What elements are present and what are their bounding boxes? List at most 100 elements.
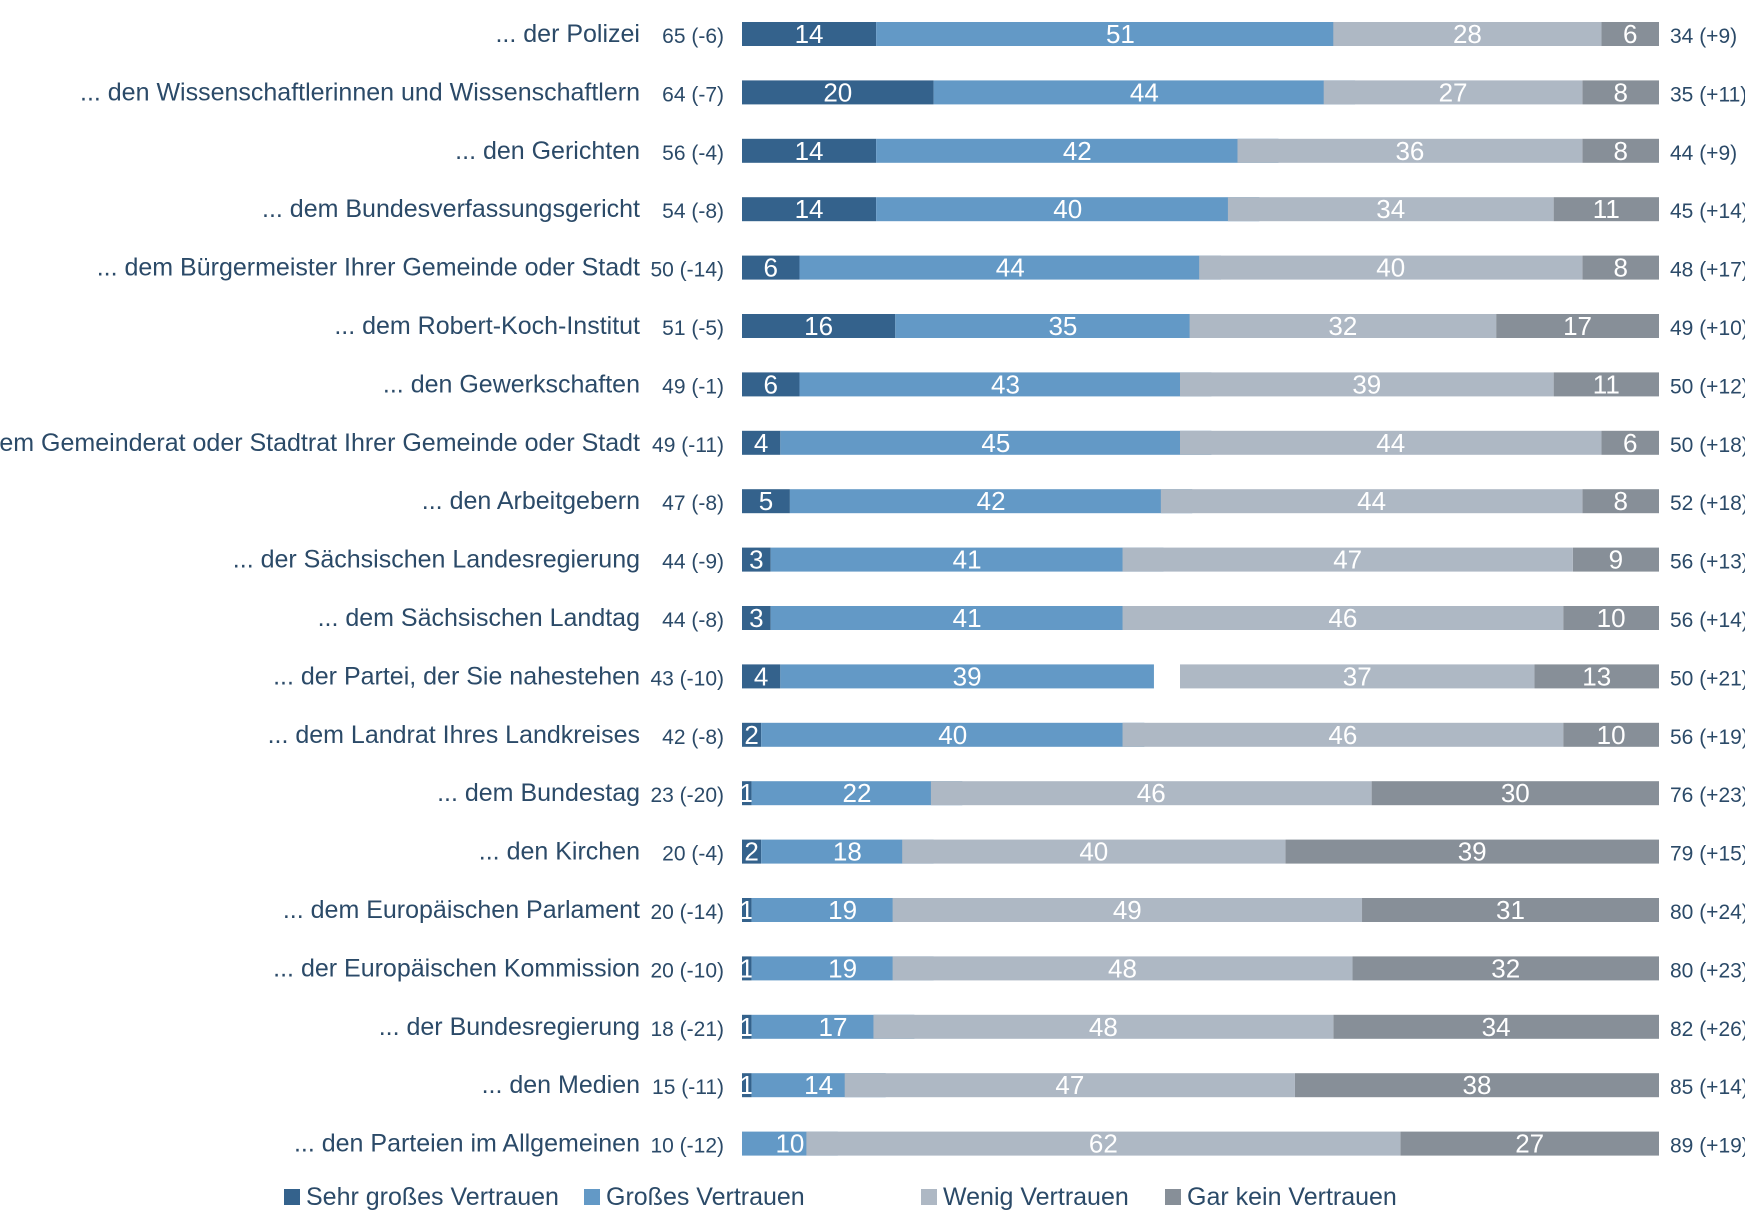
data-label: 5 <box>759 486 773 516</box>
legend-item: Großes Vertrauen <box>584 1183 805 1211</box>
bar-gross <box>799 255 1221 280</box>
data-label: 30 <box>1501 778 1530 808</box>
bar-sehr-gross <box>742 606 771 630</box>
data-label: 1 <box>740 778 754 808</box>
data-label: 39 <box>953 661 982 691</box>
negative-total-label: 79 (+15) <box>1670 843 1745 866</box>
data-label: 28 <box>1453 19 1482 49</box>
category-label: ... den Kirchen <box>479 838 640 866</box>
bar-wenig <box>1323 80 1583 105</box>
bar-gross <box>876 22 1365 46</box>
bar-gar-kein <box>1333 1014 1659 1039</box>
data-label: 11 <box>1593 369 1620 399</box>
bar-sehr-gross <box>742 314 896 338</box>
category-label: ... den Arbeitgebern <box>422 487 640 515</box>
negative-total-label: 50 (+18) <box>1670 434 1745 457</box>
bar-wenig <box>1189 314 1497 338</box>
bar-sehr-gross <box>742 80 934 105</box>
chart-row: ... dem Landrat Ihres Landkreises 42 (-8)… <box>268 720 1745 750</box>
data-label: 32 <box>1328 311 1357 341</box>
bar-gar-kein <box>1496 314 1659 338</box>
data-label: 40 <box>1376 253 1405 283</box>
data-label: 42 <box>977 486 1006 516</box>
data-label: 27 <box>1515 1129 1544 1159</box>
category-label: ... dem Europäischen Parlament <box>283 896 640 924</box>
negative-total-label: 50 (+21) <box>1670 667 1745 690</box>
legend-swatch <box>1165 1189 1181 1205</box>
bar-gar-kein <box>1371 781 1659 806</box>
data-label: 47 <box>1055 1070 1084 1100</box>
bar-gar-kein <box>1553 372 1659 397</box>
data-label: 8 <box>1613 253 1627 283</box>
negative-total-label: 80 (+24) <box>1670 901 1745 924</box>
data-label: 45 <box>981 428 1010 458</box>
negative-total-label: 85 (+14) <box>1670 1076 1745 1099</box>
bar-gross <box>876 138 1279 163</box>
bar-wenig <box>1122 547 1573 572</box>
data-label: 1 <box>740 895 754 925</box>
data-label: 43 <box>991 369 1020 399</box>
legend-label: Sehr großes Vertrauen <box>306 1183 559 1211</box>
chart-row: ... den Medien 15 (-11) 1 14 38 47 85 (+14) <box>482 1070 1745 1100</box>
bar-sehr-gross <box>742 547 771 572</box>
chart-row: ... dem Bundestag 23 (-20) 1 22 30 46 76 (+23) <box>437 778 1745 808</box>
bar-gar-kein <box>1563 722 1659 747</box>
chart-row: ... der Europäischen Kommission 20 (-10) 1… <box>273 953 1745 983</box>
category-label: ... den Gewerkschaften <box>383 370 640 398</box>
data-label: 19 <box>828 953 857 983</box>
data-label: 10 <box>1597 603 1626 633</box>
bar-wenig <box>1180 664 1535 689</box>
negative-total-label: 56 (+14) <box>1670 609 1745 632</box>
bar-gar-kein <box>1601 430 1659 455</box>
data-label: 20 <box>823 77 852 107</box>
data-label: 16 <box>804 311 833 341</box>
negative-total-label: 34 (+9) <box>1670 25 1737 48</box>
data-label: 46 <box>1328 603 1357 633</box>
category-label: ... dem Sächsischen Landtag <box>318 604 640 632</box>
data-label: 41 <box>953 545 982 575</box>
data-label: 3 <box>749 545 763 575</box>
data-label: 40 <box>938 720 967 750</box>
category-label: ... den Wissenschaftlerinnen und Wissens… <box>80 78 640 106</box>
data-label: 11 <box>1593 194 1620 224</box>
bar-gross <box>770 547 1164 572</box>
positive-total-label: 18 (-21) <box>650 1018 724 1041</box>
bar-sehr-gross <box>742 781 752 806</box>
data-label: 8 <box>1613 136 1627 166</box>
bar-gross <box>780 430 1212 455</box>
chart-row: ... den Gerichten 56 (-4) 14 42 8 36 44 (+9) <box>455 136 1737 166</box>
legend-item: Wenig Vertrauen <box>921 1183 1129 1211</box>
bar-sehr-gross <box>742 956 752 981</box>
data-label: 6 <box>1623 19 1637 49</box>
data-label: 44 <box>1357 486 1386 516</box>
chart-row: ... dem Sächsischen Landtag 44 (-8) 3 41 10 4… <box>318 603 1745 633</box>
legend-item: Sehr großes Vertrauen <box>284 1183 559 1211</box>
data-label: 2 <box>744 720 758 750</box>
positive-total-label: 10 (-12) <box>650 1135 724 1158</box>
data-label: 39 <box>1458 837 1487 867</box>
legend-label: Wenig Vertrauen <box>943 1183 1129 1211</box>
chart-row: ... den Parteien im Allgemeinen 10 (-12) 1… <box>294 1129 1745 1159</box>
bar-wenig <box>1333 22 1602 46</box>
legend-swatch <box>921 1189 937 1205</box>
positive-total-label: 15 (-11) <box>652 1076 724 1099</box>
data-label: 31 <box>1496 895 1525 925</box>
data-label: 41 <box>953 603 982 633</box>
data-label: 4 <box>754 428 768 458</box>
negative-total-label: 56 (+19) <box>1670 726 1745 749</box>
data-label: 19 <box>828 895 857 925</box>
bar-sehr-gross <box>742 255 800 280</box>
negative-total-label: 48 (+17) <box>1670 259 1745 282</box>
positive-total-label: 44 (-9) <box>662 551 724 574</box>
chart-row: ... der Polizei 65 (-6) 14 51 6 28 34 (+9) <box>495 19 1737 49</box>
bar-gar-kein <box>1582 255 1659 280</box>
data-label: 36 <box>1395 136 1424 166</box>
positive-total-label: 64 (-7) <box>662 83 724 106</box>
bar-gar-kein <box>1294 1073 1659 1098</box>
legend-item: Gar kein Vertrauen <box>1165 1183 1397 1211</box>
bar-gar-kein <box>1285 839 1659 864</box>
bar-gross <box>876 197 1260 222</box>
category-label: ... der Partei, der Sie nahestehen <box>273 662 640 690</box>
category-label: ... der Europäischen Kommission <box>273 954 640 982</box>
